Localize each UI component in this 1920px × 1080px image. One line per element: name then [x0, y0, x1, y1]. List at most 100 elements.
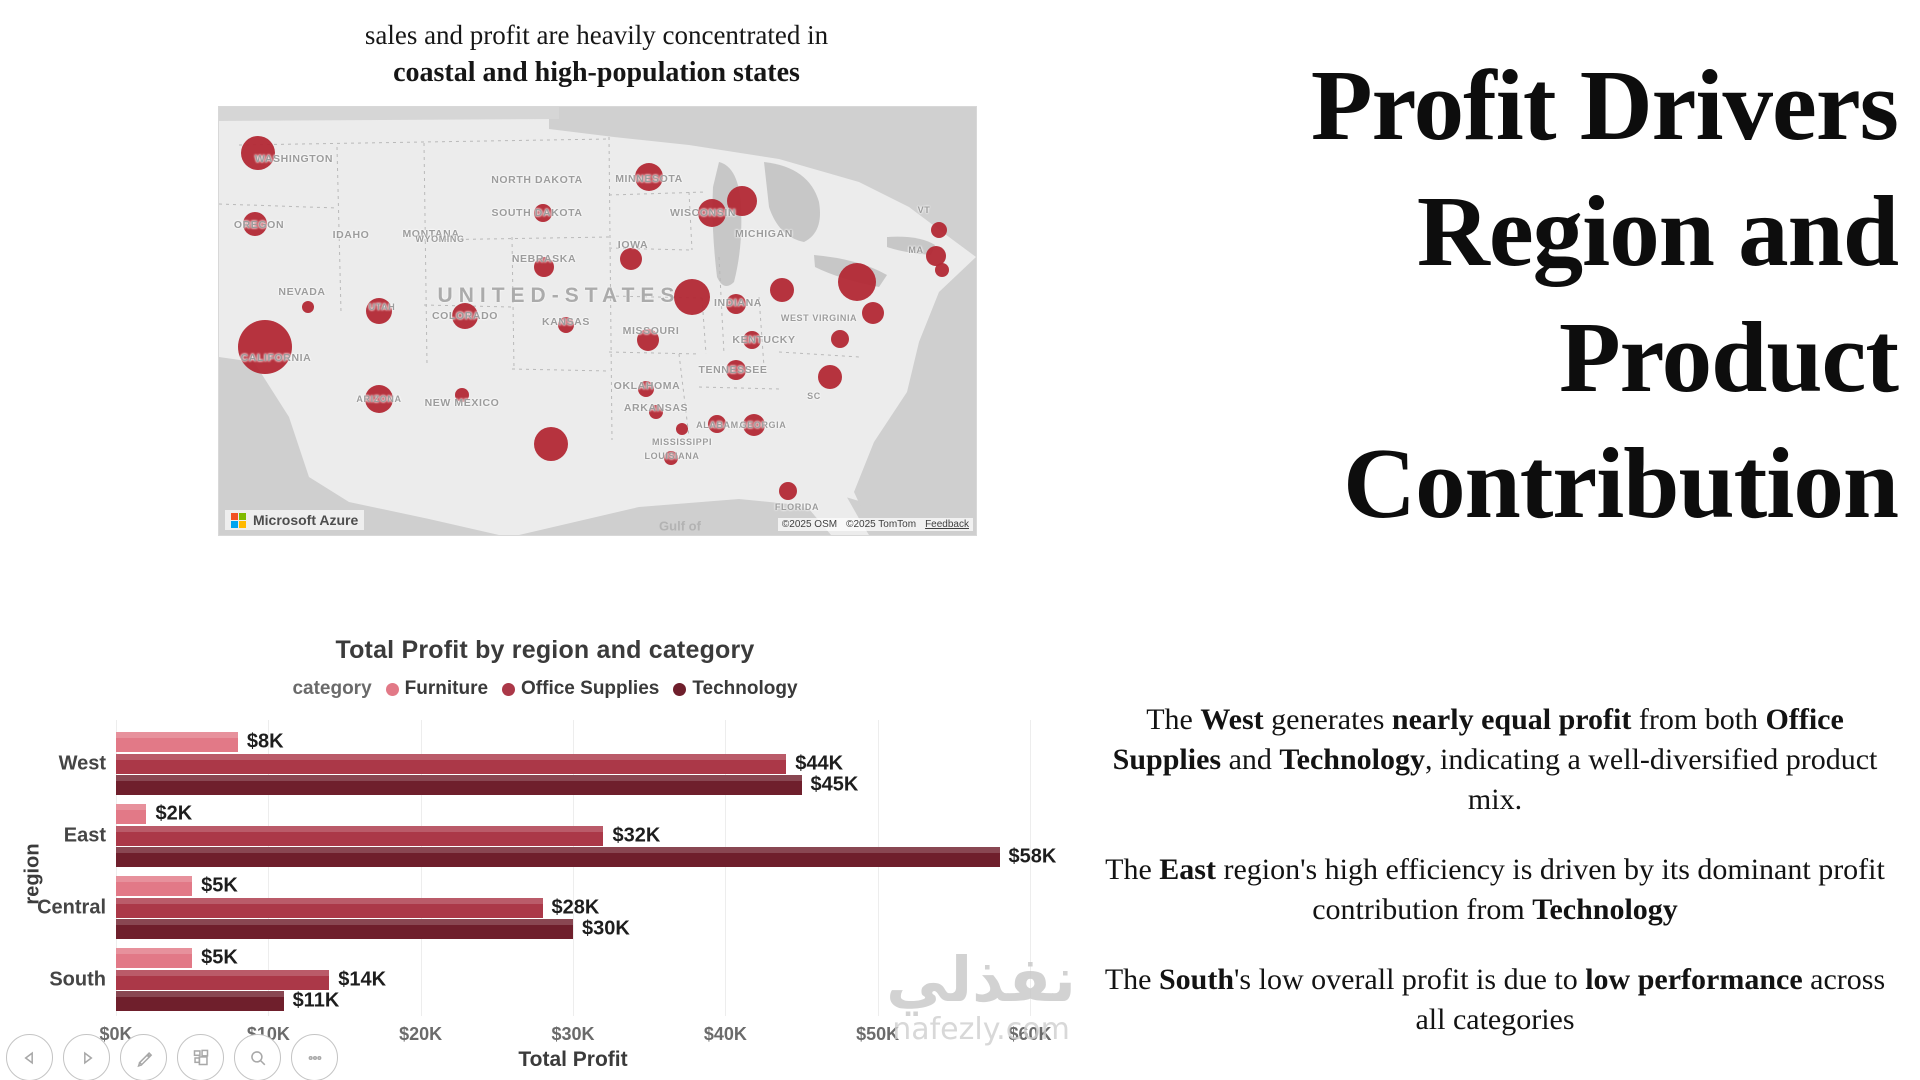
map-bubble[interactable] — [726, 360, 746, 380]
map-bubble[interactable] — [779, 482, 797, 500]
map-bubble[interactable] — [743, 331, 761, 349]
state-label: MINNESOTA — [615, 173, 683, 185]
map-bubble[interactable] — [452, 303, 478, 329]
bar-east-office-supplies[interactable] — [116, 825, 604, 846]
map-bubble[interactable] — [637, 329, 659, 351]
map-bubble[interactable] — [862, 302, 884, 324]
map-bubble[interactable] — [726, 294, 746, 314]
map-gulf-label: Gulf of — [659, 518, 701, 534]
state-label: MONTANA — [402, 228, 460, 240]
map-bubble[interactable] — [931, 222, 947, 238]
x-axis-tick: $40K — [703, 1024, 747, 1044]
state-label: IOWA — [617, 239, 649, 251]
bar-south-technology[interactable] — [116, 991, 284, 1011]
gridline — [877, 720, 879, 1016]
bar-central-technology[interactable] — [116, 919, 573, 939]
state-label: MICHIGAN — [735, 228, 793, 240]
legend-label: Office Supplies — [521, 678, 660, 699]
state-label: OKLAHOMA — [613, 380, 681, 392]
map-bubble[interactable] — [664, 451, 678, 465]
map-caption-line1: sales and profit are heavily concentrate… — [364, 20, 829, 50]
profit-bar-chart: Total Profit by region and category cate… — [0, 628, 1090, 1080]
map-bubble[interactable] — [302, 301, 314, 313]
map-bubble[interactable] — [926, 246, 946, 266]
bar-central-office-supplies[interactable] — [116, 897, 543, 918]
map-bubble[interactable] — [727, 186, 757, 216]
map-bubble[interactable] — [243, 212, 267, 236]
map-bubble[interactable] — [238, 320, 292, 374]
map-bubble[interactable] — [838, 263, 876, 301]
us-bubble-map[interactable]: UNITED-STATES Gulf of WASHINGTON OREGON MO… — [218, 106, 977, 536]
chevron-left-icon — [23, 1051, 33, 1064]
bar-west-office-supplies[interactable] — [116, 753, 787, 774]
state-label: TENNESSEE — [698, 364, 768, 376]
map-bubble[interactable] — [674, 279, 710, 315]
attribution-osm: ©2025 OSM — [781, 519, 838, 530]
legend-item-furniture[interactable]: Furniture — [385, 678, 488, 700]
next-button[interactable] — [63, 1034, 110, 1080]
chart-legend: category Furniture Office Supplies Technol… — [0, 678, 1090, 700]
map-bubble[interactable] — [770, 278, 794, 302]
state-label: VT — [917, 205, 931, 215]
bar-east-technology[interactable] — [116, 847, 1000, 867]
map-bubble[interactable] — [534, 204, 552, 222]
state-label: NORTH DAKOTA — [491, 174, 583, 186]
map-bubble[interactable] — [638, 381, 654, 397]
state-label: ARKANSAS — [623, 402, 689, 414]
map-bubble[interactable] — [676, 423, 688, 435]
azure-logo: Microsoft Azure — [225, 510, 365, 530]
map-bubble[interactable] — [534, 257, 554, 277]
y-axis-category-label: East — [63, 824, 106, 847]
bar-south-office-supplies[interactable] — [116, 969, 330, 990]
page-title-line: Region and — [1416, 175, 1899, 287]
map-bubble[interactable] — [534, 427, 568, 461]
state-label: MISSOURI — [622, 325, 680, 337]
map-bubble[interactable] — [698, 199, 726, 227]
map-feedback-link[interactable]: Feedback — [925, 519, 969, 530]
map-bubble[interactable] — [818, 365, 842, 389]
state-label: SC — [807, 391, 821, 401]
page-title: Profit Drivers Region and Product Contribut… — [1018, 42, 1899, 546]
map-bubble[interactable] — [649, 405, 663, 419]
legend-item-technology[interactable]: Technology — [673, 678, 798, 700]
bar-west-furniture[interactable] — [116, 732, 238, 752]
bar-west-technology[interactable] — [116, 775, 802, 795]
bar-south-furniture[interactable] — [116, 948, 193, 968]
map-base-layer — [219, 107, 976, 535]
bar-central-furniture[interactable] — [116, 876, 193, 896]
legend-label: Technology — [692, 678, 798, 699]
legend-item-office-supplies[interactable]: Office Supplies — [502, 678, 659, 700]
map-bubble[interactable] — [831, 330, 849, 348]
zoom-button[interactable] — [234, 1034, 281, 1080]
map-bubble[interactable] — [455, 388, 469, 402]
map-bubble[interactable] — [620, 248, 642, 270]
map-bubble[interactable] — [635, 163, 663, 191]
page-title-line: Contribution — [1343, 427, 1899, 539]
state-label: FLORIDA — [774, 502, 820, 512]
bar-value-label: $11K — [292, 989, 340, 1012]
state-label: MA — [908, 245, 924, 255]
map-bubble[interactable] — [366, 298, 392, 324]
map-bubble[interactable] — [241, 136, 275, 170]
bar-value-label: $14K — [338, 968, 387, 990]
legend-title: category — [292, 678, 372, 699]
map-bubble[interactable] — [743, 414, 765, 436]
bar-east-furniture[interactable] — [116, 804, 147, 824]
gridline — [1030, 720, 1031, 1016]
chevron-right-icon — [83, 1051, 93, 1064]
bar-value-label: $30K — [582, 917, 630, 940]
map-bubble[interactable] — [708, 415, 726, 433]
state-label: WYOMING — [415, 234, 465, 244]
magnifier-icon — [250, 1050, 265, 1065]
map-bubble[interactable] — [365, 385, 393, 413]
x-axis-tick: $60K — [1008, 1024, 1052, 1044]
slides-button[interactable] — [177, 1034, 224, 1080]
insight-paragraph: The East region's high efficiency is dri… — [1105, 853, 1885, 926]
state-label: KENTUCKY — [732, 334, 796, 346]
edit-button[interactable] — [120, 1034, 167, 1080]
map-bubble[interactable] — [935, 263, 949, 277]
prev-button[interactable] — [6, 1034, 53, 1080]
state-label: ARIZONA — [356, 394, 402, 404]
more-button[interactable] — [291, 1034, 338, 1080]
map-bubble[interactable] — [558, 317, 574, 333]
